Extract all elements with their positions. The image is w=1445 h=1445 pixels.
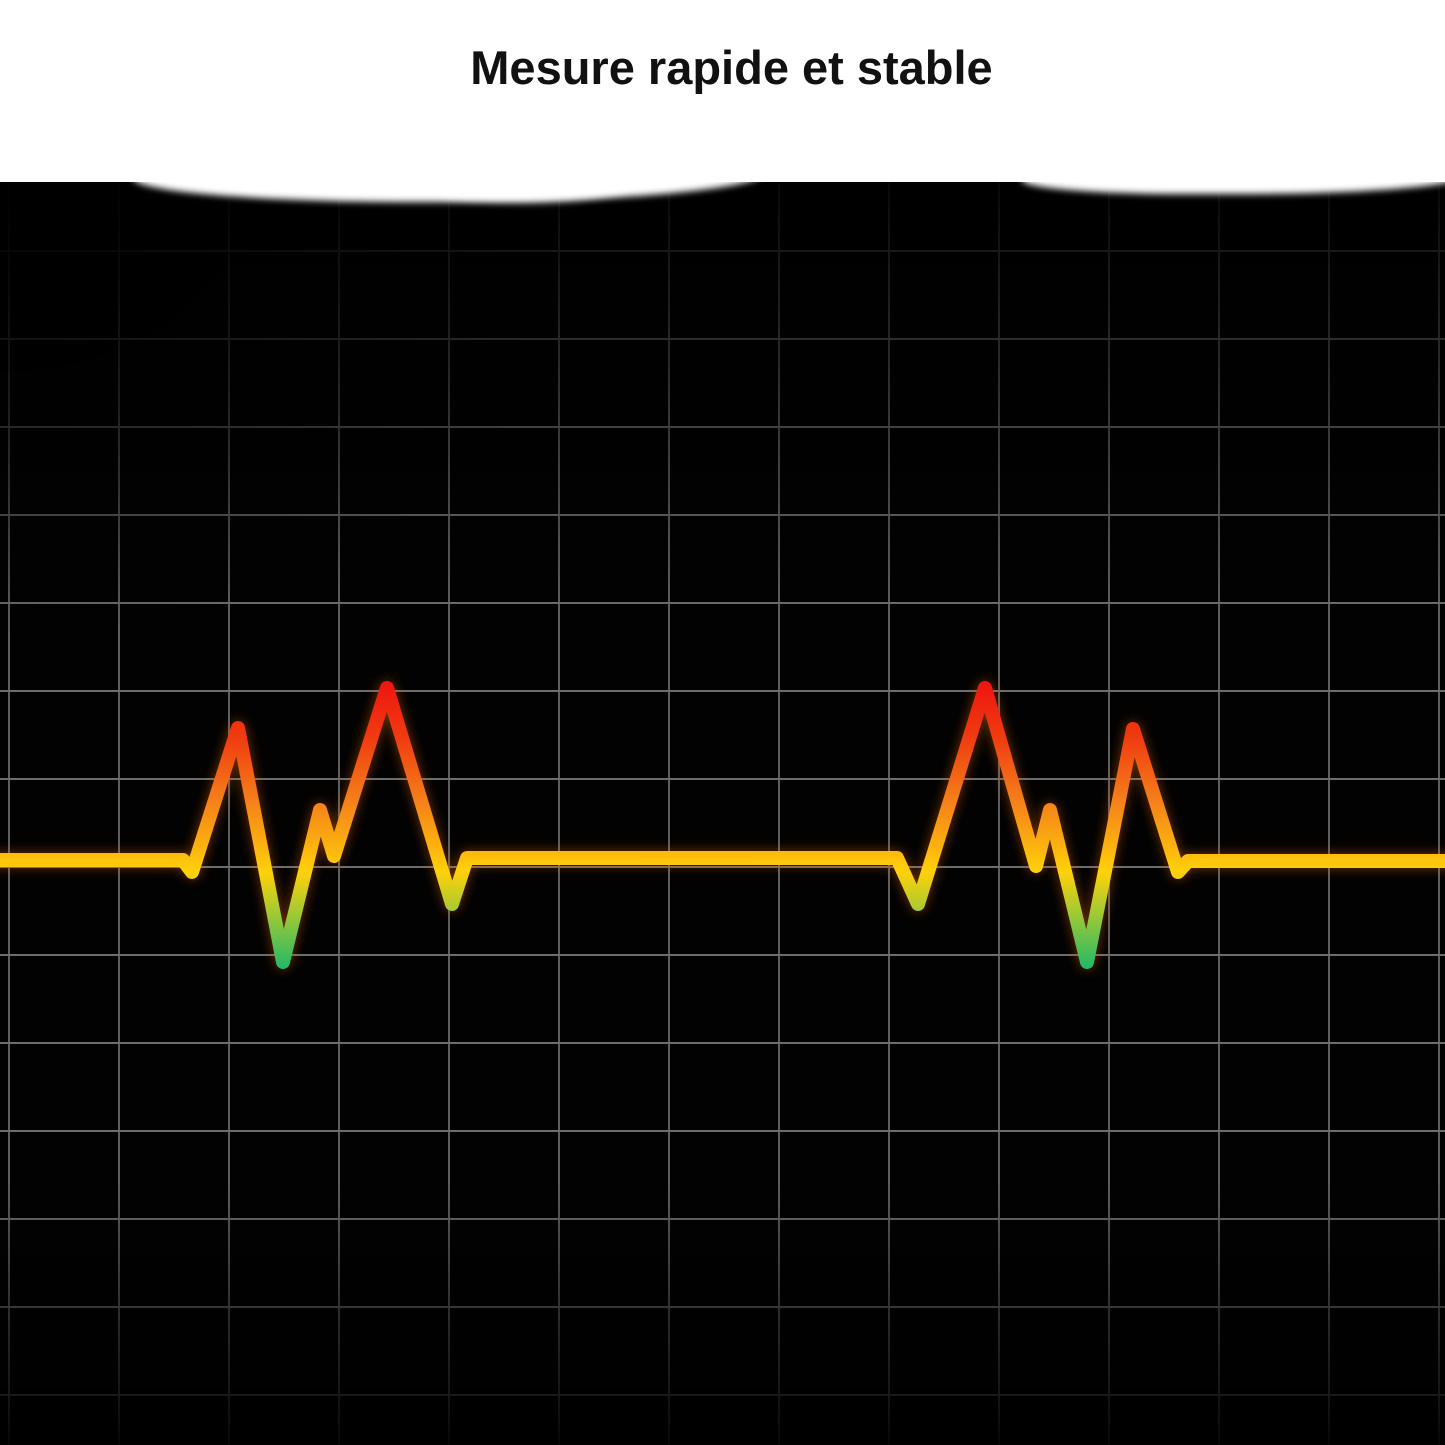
- ecg-monitor-panel: [0, 182, 1445, 1445]
- page-title: Mesure rapide et stable: [470, 41, 993, 94]
- header: Mesure rapide et stable: [0, 0, 1445, 182]
- ecg-heartbeat-trace: [0, 681, 1445, 969]
- white-edge-artifact-center: [420, 182, 630, 200]
- white-edge-artifact-right: [1022, 182, 1445, 194]
- ecg-waveform-canvas: [0, 681, 1445, 969]
